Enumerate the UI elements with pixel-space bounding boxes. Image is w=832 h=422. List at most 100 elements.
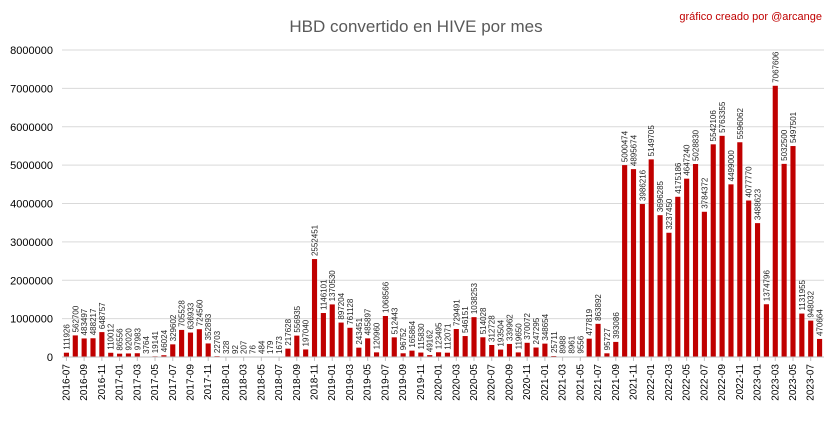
data-label: 348654 <box>541 313 550 340</box>
bar-2019-11 <box>418 353 423 357</box>
bar-2016-10 <box>90 338 95 357</box>
bar-2020-07 <box>489 345 494 357</box>
x-tick-label: 2019-03 <box>345 364 356 401</box>
x-tick-label: 2021-05 <box>575 364 586 401</box>
x-tick-label: 2023-05 <box>788 364 799 401</box>
data-label: 8961 <box>567 335 576 353</box>
x-tick-label: 2021-11 <box>629 364 640 400</box>
x-tick-label: 2018-07 <box>274 364 285 401</box>
data-label: 546151 <box>461 306 470 333</box>
x-tick-label: 2018-11 <box>310 364 321 400</box>
data-label: 3237450 <box>665 198 674 230</box>
data-label: 3696285 <box>656 180 665 212</box>
y-tick-label: 7000000 <box>10 83 53 95</box>
x-tick-label: 2023-03 <box>770 364 781 401</box>
y-axis-ticks: 0100000020000003000000400000050000006000… <box>10 45 53 364</box>
x-tick-label: 2020-05 <box>469 364 480 401</box>
y-tick-label: 4000000 <box>10 199 53 211</box>
data-label: 562700 <box>71 305 80 332</box>
data-label: 729491 <box>452 299 461 326</box>
bar-2023-08 <box>817 339 822 357</box>
bar-2020-10 <box>516 352 521 357</box>
data-label: 477819 <box>585 308 594 335</box>
x-tick-label: 2016-11 <box>97 364 108 400</box>
data-label: 4647240 <box>683 144 692 176</box>
data-label: 1370530 <box>328 270 337 302</box>
x-tick-label: 2018-03 <box>239 364 250 401</box>
data-label: 5542106 <box>709 110 718 142</box>
bar-2018-09 <box>294 336 299 357</box>
data-label: 243451 <box>355 317 364 344</box>
bar-2019-08 <box>392 337 397 357</box>
data-label: 92020 <box>124 328 133 351</box>
data-label: 483497 <box>80 308 89 335</box>
data-label: 3986216 <box>638 169 647 201</box>
data-label: 76 <box>249 345 258 354</box>
y-tick-label: 5000000 <box>10 160 53 172</box>
data-label: 5032500 <box>780 129 789 161</box>
x-tick-label: 2020-03 <box>451 364 462 401</box>
bar-2022-12 <box>746 201 751 357</box>
data-label: 329602 <box>169 314 178 341</box>
y-tick-label: 8000000 <box>10 45 53 57</box>
x-tick-label: 2019-01 <box>327 364 338 401</box>
x-tick-label: 2022-09 <box>717 364 728 401</box>
data-label: 5149705 <box>647 125 656 157</box>
bar-2022-07 <box>702 212 707 357</box>
data-label: 485897 <box>364 308 373 335</box>
data-label: 352893 <box>204 313 213 340</box>
bar-2018-12 <box>321 313 326 357</box>
bar-2022-06 <box>693 164 698 357</box>
data-label: 197040 <box>302 319 311 346</box>
bar-2017-02 <box>126 353 131 357</box>
data-label: 247295 <box>532 317 541 344</box>
bar-2016-12 <box>108 353 113 357</box>
x-tick-label: 2020-11 <box>522 364 533 400</box>
data-label: 86556 <box>116 328 125 351</box>
bar-2020-02 <box>445 353 450 357</box>
bar-2022-01 <box>649 159 654 357</box>
x-tick-label: 2022-01 <box>646 364 657 401</box>
bar-2023-05 <box>790 146 795 357</box>
bar-2023-04 <box>782 164 787 357</box>
bar-2021-08 <box>604 353 609 357</box>
bar-2020-05 <box>471 317 476 357</box>
data-label: 761128 <box>346 298 355 325</box>
data-label: 339962 <box>505 314 514 341</box>
data-label: 193504 <box>497 319 506 346</box>
bar-2020-06 <box>480 337 485 357</box>
data-label: 115830 <box>417 323 426 350</box>
bar-2019-06 <box>374 352 379 357</box>
data-label: 49162 <box>426 329 435 352</box>
data-label: 393086 <box>612 312 621 339</box>
bar-2016-08 <box>73 335 78 357</box>
bar-2016-09 <box>82 338 87 357</box>
data-label: 328 <box>222 340 231 354</box>
x-tick-label: 2023-07 <box>806 364 817 401</box>
x-tick-label: 2018-01 <box>221 364 232 401</box>
bar-2021-11 <box>631 169 636 357</box>
data-label: 22703 <box>213 330 222 353</box>
data-label: 648757 <box>98 302 107 329</box>
data-label: 488217 <box>89 308 98 335</box>
x-tick-label: 2017-07 <box>168 364 179 401</box>
bar-2020-11 <box>525 343 530 357</box>
data-label: 123495 <box>435 322 444 349</box>
data-label: 7067606 <box>771 51 780 83</box>
bar-2017-07 <box>170 344 175 357</box>
bar-2017-11 <box>206 343 211 357</box>
data-label: 5497501 <box>789 111 798 143</box>
data-label: 19141 <box>151 330 160 353</box>
data-label: 1673 <box>275 336 284 354</box>
bar-2023-03 <box>773 86 778 357</box>
data-label: 112071 <box>443 323 452 350</box>
data-label: 370072 <box>523 313 532 340</box>
x-tick-label: 2017-03 <box>132 364 143 401</box>
bar-2019-10 <box>409 351 414 357</box>
y-tick-label: 2000000 <box>10 275 53 287</box>
data-label: 4499000 <box>727 150 736 182</box>
bar-2020-12 <box>533 348 538 357</box>
data-label: 5596062 <box>736 108 745 140</box>
x-tick-label: 2016-07 <box>61 364 72 401</box>
